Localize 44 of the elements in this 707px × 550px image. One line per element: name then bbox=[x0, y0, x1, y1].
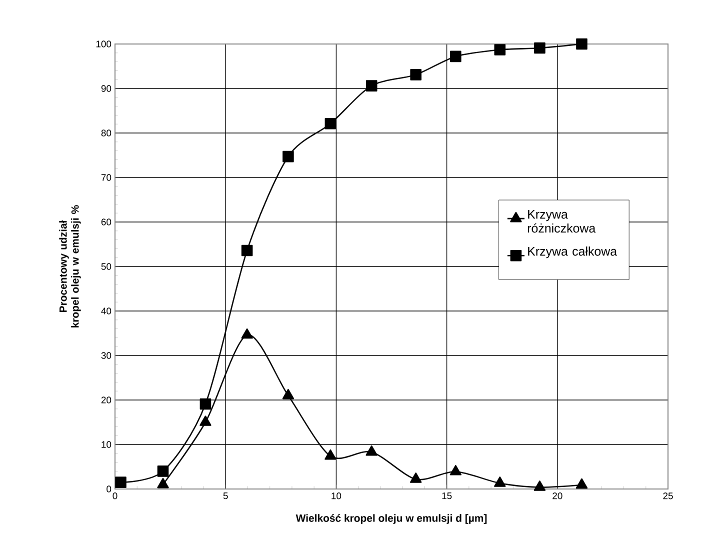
point bbox=[282, 150, 294, 162]
y-tick-label: 60 bbox=[101, 218, 112, 226]
y-tick-label: 90 bbox=[101, 85, 112, 92]
point bbox=[410, 472, 422, 483]
y-tick-label: 50 bbox=[101, 263, 112, 270]
x-tick-label: 15 bbox=[442, 492, 452, 500]
y-tick-label: 20 bbox=[101, 396, 112, 404]
x-axis-title: Wielkość kropel oleju w emulsji d [µm] bbox=[296, 514, 487, 524]
point bbox=[366, 445, 378, 456]
legend-label: Krzywa całkowa bbox=[528, 246, 618, 258]
x-tick-label: 0 bbox=[112, 492, 118, 500]
point bbox=[200, 398, 212, 410]
y-axis-title: Procentowy udział kropel oleju w emulsji % bbox=[59, 205, 81, 328]
point bbox=[324, 118, 336, 130]
y-tick-label: 100 bbox=[96, 40, 112, 48]
point bbox=[410, 69, 422, 80]
point bbox=[534, 480, 546, 491]
point bbox=[324, 449, 336, 460]
legend-label: Krzywa różniczkowa bbox=[528, 210, 596, 233]
point bbox=[366, 80, 378, 92]
x-tick-label: 10 bbox=[332, 492, 342, 500]
y-tick-label: 40 bbox=[101, 308, 112, 314]
point bbox=[157, 478, 169, 488]
point bbox=[200, 416, 212, 426]
point bbox=[494, 44, 506, 56]
point bbox=[450, 464, 462, 476]
point bbox=[534, 42, 546, 54]
y-tick-label: 0 bbox=[106, 486, 112, 492]
y-tick-label: 70 bbox=[101, 174, 112, 181]
y-tick-label: 80 bbox=[101, 130, 112, 136]
y-tick-label: 30 bbox=[101, 352, 112, 359]
x-tick-label: 20 bbox=[552, 492, 562, 500]
point bbox=[282, 388, 294, 400]
x-tick-label: 5 bbox=[223, 492, 228, 500]
point bbox=[576, 38, 588, 50]
point bbox=[157, 466, 169, 477]
point bbox=[241, 328, 253, 339]
point bbox=[576, 478, 588, 489]
point bbox=[241, 244, 253, 256]
point bbox=[494, 476, 506, 487]
x-tick-label: 25 bbox=[663, 492, 673, 500]
point bbox=[115, 476, 126, 488]
y-tick-label: 10 bbox=[102, 441, 112, 448]
point bbox=[450, 50, 462, 62]
